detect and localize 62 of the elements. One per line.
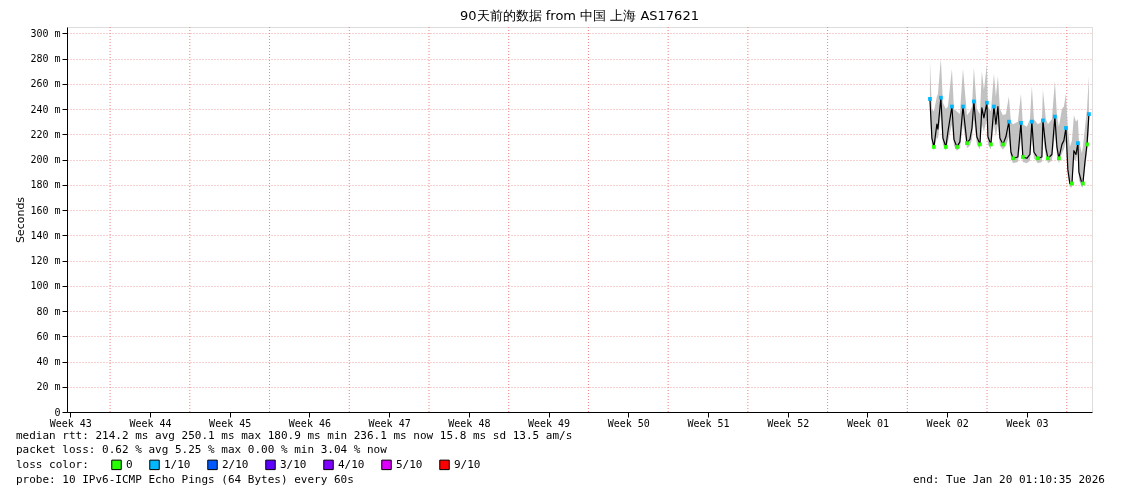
y-tick-label: 280 m	[30, 53, 61, 65]
x-tick-label: Week 43	[49, 417, 92, 429]
point	[939, 95, 943, 100]
point	[1011, 156, 1015, 161]
point	[944, 145, 948, 149]
point	[928, 97, 932, 101]
legend-label: 5/10	[396, 457, 423, 471]
x-tick-label: Week 46	[288, 417, 331, 429]
point	[1021, 155, 1025, 159]
x-tick-label: Week 01	[846, 417, 890, 429]
y-tick-label: 200 m	[30, 154, 61, 166]
x-tick-label: Week 44	[129, 417, 172, 429]
legend-title: loss color:	[16, 458, 89, 471]
point	[932, 145, 936, 149]
x-tick-label: Week 47	[368, 417, 411, 429]
y-tick-label: 0	[54, 406, 61, 418]
legend-label: 1/10	[164, 457, 191, 471]
y-tick-label: 260 m	[30, 78, 61, 90]
point	[1030, 119, 1034, 124]
y-tick-label: 160 m	[30, 204, 61, 216]
y-tick-label: 300 m	[30, 27, 61, 39]
text: median rtt: 214.2 ms avg 250.1 ms max 180.9 ms min 236.1 ms now 15.8 ms sd 13.5 am/s	[16, 429, 573, 442]
point	[1036, 156, 1040, 161]
y-tick-label: 240 m	[30, 103, 61, 115]
y-axis-title: Seconds	[14, 196, 28, 244]
y-tick-label: 60 m	[36, 330, 61, 342]
x-tick-label: Week 50	[607, 417, 650, 429]
legend-label: 9/10	[454, 457, 481, 471]
x-tick-label: Week 52	[767, 417, 810, 429]
x-tick-label: Week 49	[528, 417, 571, 429]
point	[1064, 126, 1068, 130]
y-tick-label: 120 m	[30, 255, 61, 267]
y-tick-label: 40 m	[36, 356, 61, 368]
text: packet loss: 0.62 % avg 5.25 % max 0.00 % min 3.04 % now	[16, 443, 388, 456]
y-tick-label: 80 m	[36, 305, 61, 317]
x-tick-label: Week 48	[448, 417, 491, 429]
point	[985, 100, 989, 105]
y-tick-label: 140 m	[30, 229, 61, 241]
y-tick-label: 180 m	[30, 179, 61, 191]
x-tick-label: Week 02	[926, 417, 969, 429]
line-series	[929, 97, 1090, 185]
x-tick-label: Week 45	[209, 417, 252, 429]
point	[1006, 119, 1011, 124]
legend-label: 2/10	[222, 457, 249, 471]
text: probe: 10 IPv6-ICMP Echo Pings (64 Bytes) every 60s	[16, 473, 354, 486]
y-tick-label: 20 m	[36, 381, 61, 393]
x-tick-label: Week 03	[1006, 417, 1049, 429]
x-tick-label: Week 51	[687, 417, 730, 429]
point	[1056, 156, 1061, 161]
point	[1076, 141, 1080, 145]
y-tick-label: 220 m	[30, 128, 61, 140]
point	[1087, 112, 1091, 116]
y-tick-label: 100 m	[30, 280, 61, 292]
point	[1019, 121, 1023, 125]
point	[955, 145, 959, 149]
point	[965, 141, 969, 145]
legend-label: 3/10	[280, 457, 307, 471]
point	[1046, 156, 1050, 161]
text: end: Tue Jan 20 01:10:35 2026	[912, 473, 1105, 486]
chart-title: 90天前的数据 from 中国 上海 AS17621	[460, 7, 699, 23]
legend-label: 0	[126, 457, 133, 471]
legend-label: 4/10	[338, 457, 365, 471]
